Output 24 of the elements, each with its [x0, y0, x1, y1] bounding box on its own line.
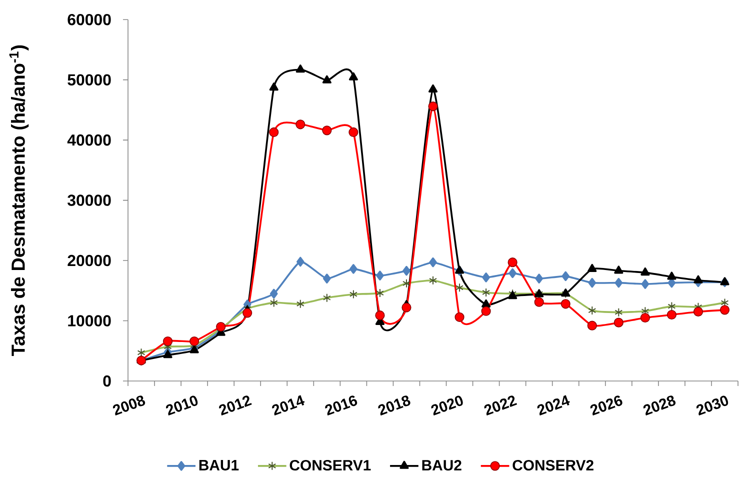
y-tick-label: 50000	[68, 74, 111, 86]
x-tick-label: 2020	[431, 396, 463, 416]
legend-label: BAU2	[422, 460, 462, 471]
legend-label: CONSERV1	[290, 460, 371, 471]
x-tick-label: 2016	[325, 396, 358, 416]
x-tick-label: 2024	[537, 395, 570, 416]
x-tick-label: 2026	[590, 396, 622, 416]
x-tick-label: 2008	[112, 396, 146, 416]
y-tick-label: 10000	[68, 315, 111, 326]
x-tick-label: 2030	[696, 396, 728, 416]
y-tick-label: 30000	[68, 194, 111, 206]
y-axis-title: Taxas de Desmatamento (ha/ano$^{-1}$)	[9, 45, 29, 356]
y-tick-label: 40000	[67, 134, 111, 146]
legend-label: BAU1	[199, 460, 239, 470]
y-tick-label: 60000	[68, 14, 111, 26]
y-tick-label: 20000	[68, 254, 111, 266]
x-tick-label: 2022	[484, 396, 518, 416]
x-tick-label: 2018	[378, 396, 410, 416]
x-tick-label: 2028	[643, 396, 676, 416]
x-tick-label: 2010	[166, 396, 198, 416]
x-tick-label: 2012	[219, 396, 252, 416]
x-tick-label: 2014	[272, 395, 305, 416]
legend-label: CONSERV2	[512, 460, 594, 471]
y-tick-label: 0	[103, 375, 111, 387]
